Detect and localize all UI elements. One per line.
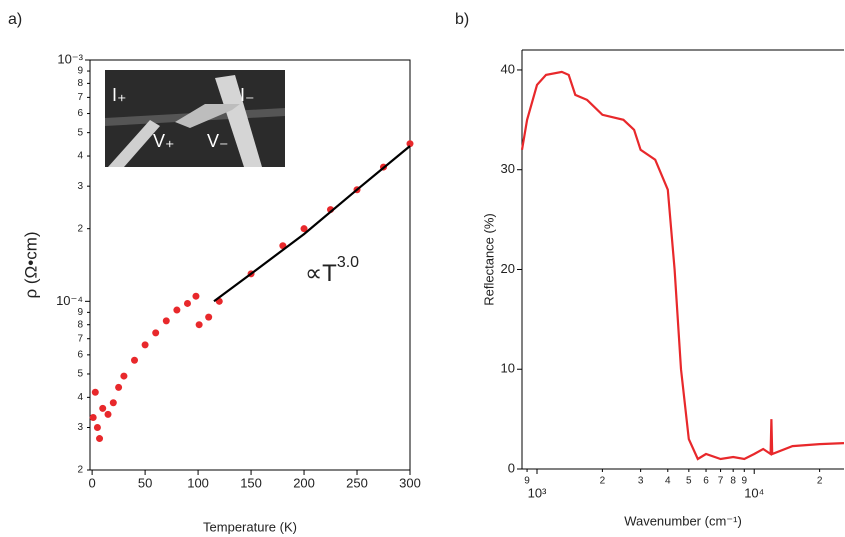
data-point xyxy=(205,313,213,321)
x-tick-label: 200 xyxy=(293,475,315,490)
x-tick-label: 10⁴ xyxy=(744,485,764,500)
y-tick-label: 4 xyxy=(77,392,83,403)
y-axis-title: ρ (Ω•cm) xyxy=(21,231,40,298)
x-tick-label: 5 xyxy=(686,476,692,487)
y-axis-title: Reflectance (%) xyxy=(481,213,496,305)
data-line xyxy=(213,145,411,303)
inset-label: V₋ xyxy=(207,131,229,151)
data-point xyxy=(131,356,139,364)
data-point xyxy=(152,329,160,337)
x-axis-title: Temperature (K) xyxy=(203,519,297,534)
x-tick-label: 300 xyxy=(399,475,421,490)
annotation: ∝T3.0 xyxy=(305,254,359,287)
y-tick-label: 30 xyxy=(501,161,515,176)
annotation-text: ∝T xyxy=(305,260,337,287)
inset-label: I₊ xyxy=(112,85,127,105)
data-point xyxy=(99,404,107,412)
x-tick-label: 250 xyxy=(346,475,368,490)
data-point xyxy=(120,372,128,380)
data-point xyxy=(109,399,117,407)
y-tick-label: 9 xyxy=(77,66,83,77)
data-point xyxy=(89,414,97,422)
inset-label: V₊ xyxy=(153,131,175,151)
contact xyxy=(175,104,240,128)
plot-frame xyxy=(89,59,411,471)
y-tick-label: 2 xyxy=(77,223,83,234)
y-tick-label: 3 xyxy=(77,422,83,433)
panel-label: a) xyxy=(8,11,22,28)
contact xyxy=(215,75,262,167)
x-tick-label: 7 xyxy=(718,476,724,487)
x-tick-label: 2 xyxy=(600,476,606,487)
data-point xyxy=(406,140,414,148)
y-tick-label: 40 xyxy=(501,61,515,76)
y-tick-label: 5 xyxy=(77,127,83,138)
inset-image xyxy=(105,70,285,167)
data-point xyxy=(115,383,123,391)
data-point xyxy=(104,410,112,418)
x-tick-label: 4 xyxy=(665,476,671,487)
x-tick-label: 9 xyxy=(524,476,530,487)
y-tick-label: 4 xyxy=(77,151,83,162)
data-point xyxy=(96,435,104,443)
y-tick-label: 10⁻⁴ xyxy=(56,293,83,308)
x-tick-label: 2 xyxy=(817,476,823,487)
y-tick-label: 7 xyxy=(77,333,83,344)
y-tick-label: 7 xyxy=(77,92,83,103)
x-tick-label: 6 xyxy=(703,476,709,487)
y-tick-label: 5 xyxy=(77,369,83,380)
x-tick-label: 10³ xyxy=(528,485,547,500)
data-point xyxy=(162,317,170,325)
x-tick-label: 3 xyxy=(638,476,644,487)
y-tick-label: 10 xyxy=(501,361,515,376)
data-point xyxy=(300,225,308,233)
x-tick-label: 100 xyxy=(187,475,209,490)
data-line xyxy=(520,70,845,461)
data-point xyxy=(173,306,181,314)
y-tick-label: 8 xyxy=(77,319,83,330)
x-tick-label: 8 xyxy=(730,476,736,487)
inset-label: I₋ xyxy=(240,85,255,105)
x-tick-label: 0 xyxy=(89,475,96,490)
data-point xyxy=(91,388,99,396)
data-point xyxy=(93,424,101,432)
data-point xyxy=(192,292,200,300)
panel-label: b) xyxy=(455,11,469,28)
x-axis-title: Wavenumber (cm⁻¹) xyxy=(624,513,742,528)
y-tick-label: 8 xyxy=(77,78,83,89)
annotation-exponent: 3.0 xyxy=(337,254,359,271)
x-tick-label: 9 xyxy=(742,476,748,487)
y-tick-label: 9 xyxy=(77,307,83,318)
y-tick-label: 6 xyxy=(77,350,83,361)
x-tick-label: 150 xyxy=(240,475,262,490)
data-point xyxy=(195,321,203,329)
contact xyxy=(108,120,160,167)
data-point xyxy=(141,341,149,349)
y-tick-label: 2 xyxy=(77,465,83,476)
data-point xyxy=(183,299,191,307)
y-tick-label: 20 xyxy=(501,261,515,276)
y-tick-label: 3 xyxy=(77,181,83,192)
x-tick-label: 50 xyxy=(138,475,152,490)
y-tick-label: 10⁻³ xyxy=(57,51,83,66)
y-tick-label: 6 xyxy=(77,108,83,119)
y-tick-label: 0 xyxy=(508,460,515,475)
